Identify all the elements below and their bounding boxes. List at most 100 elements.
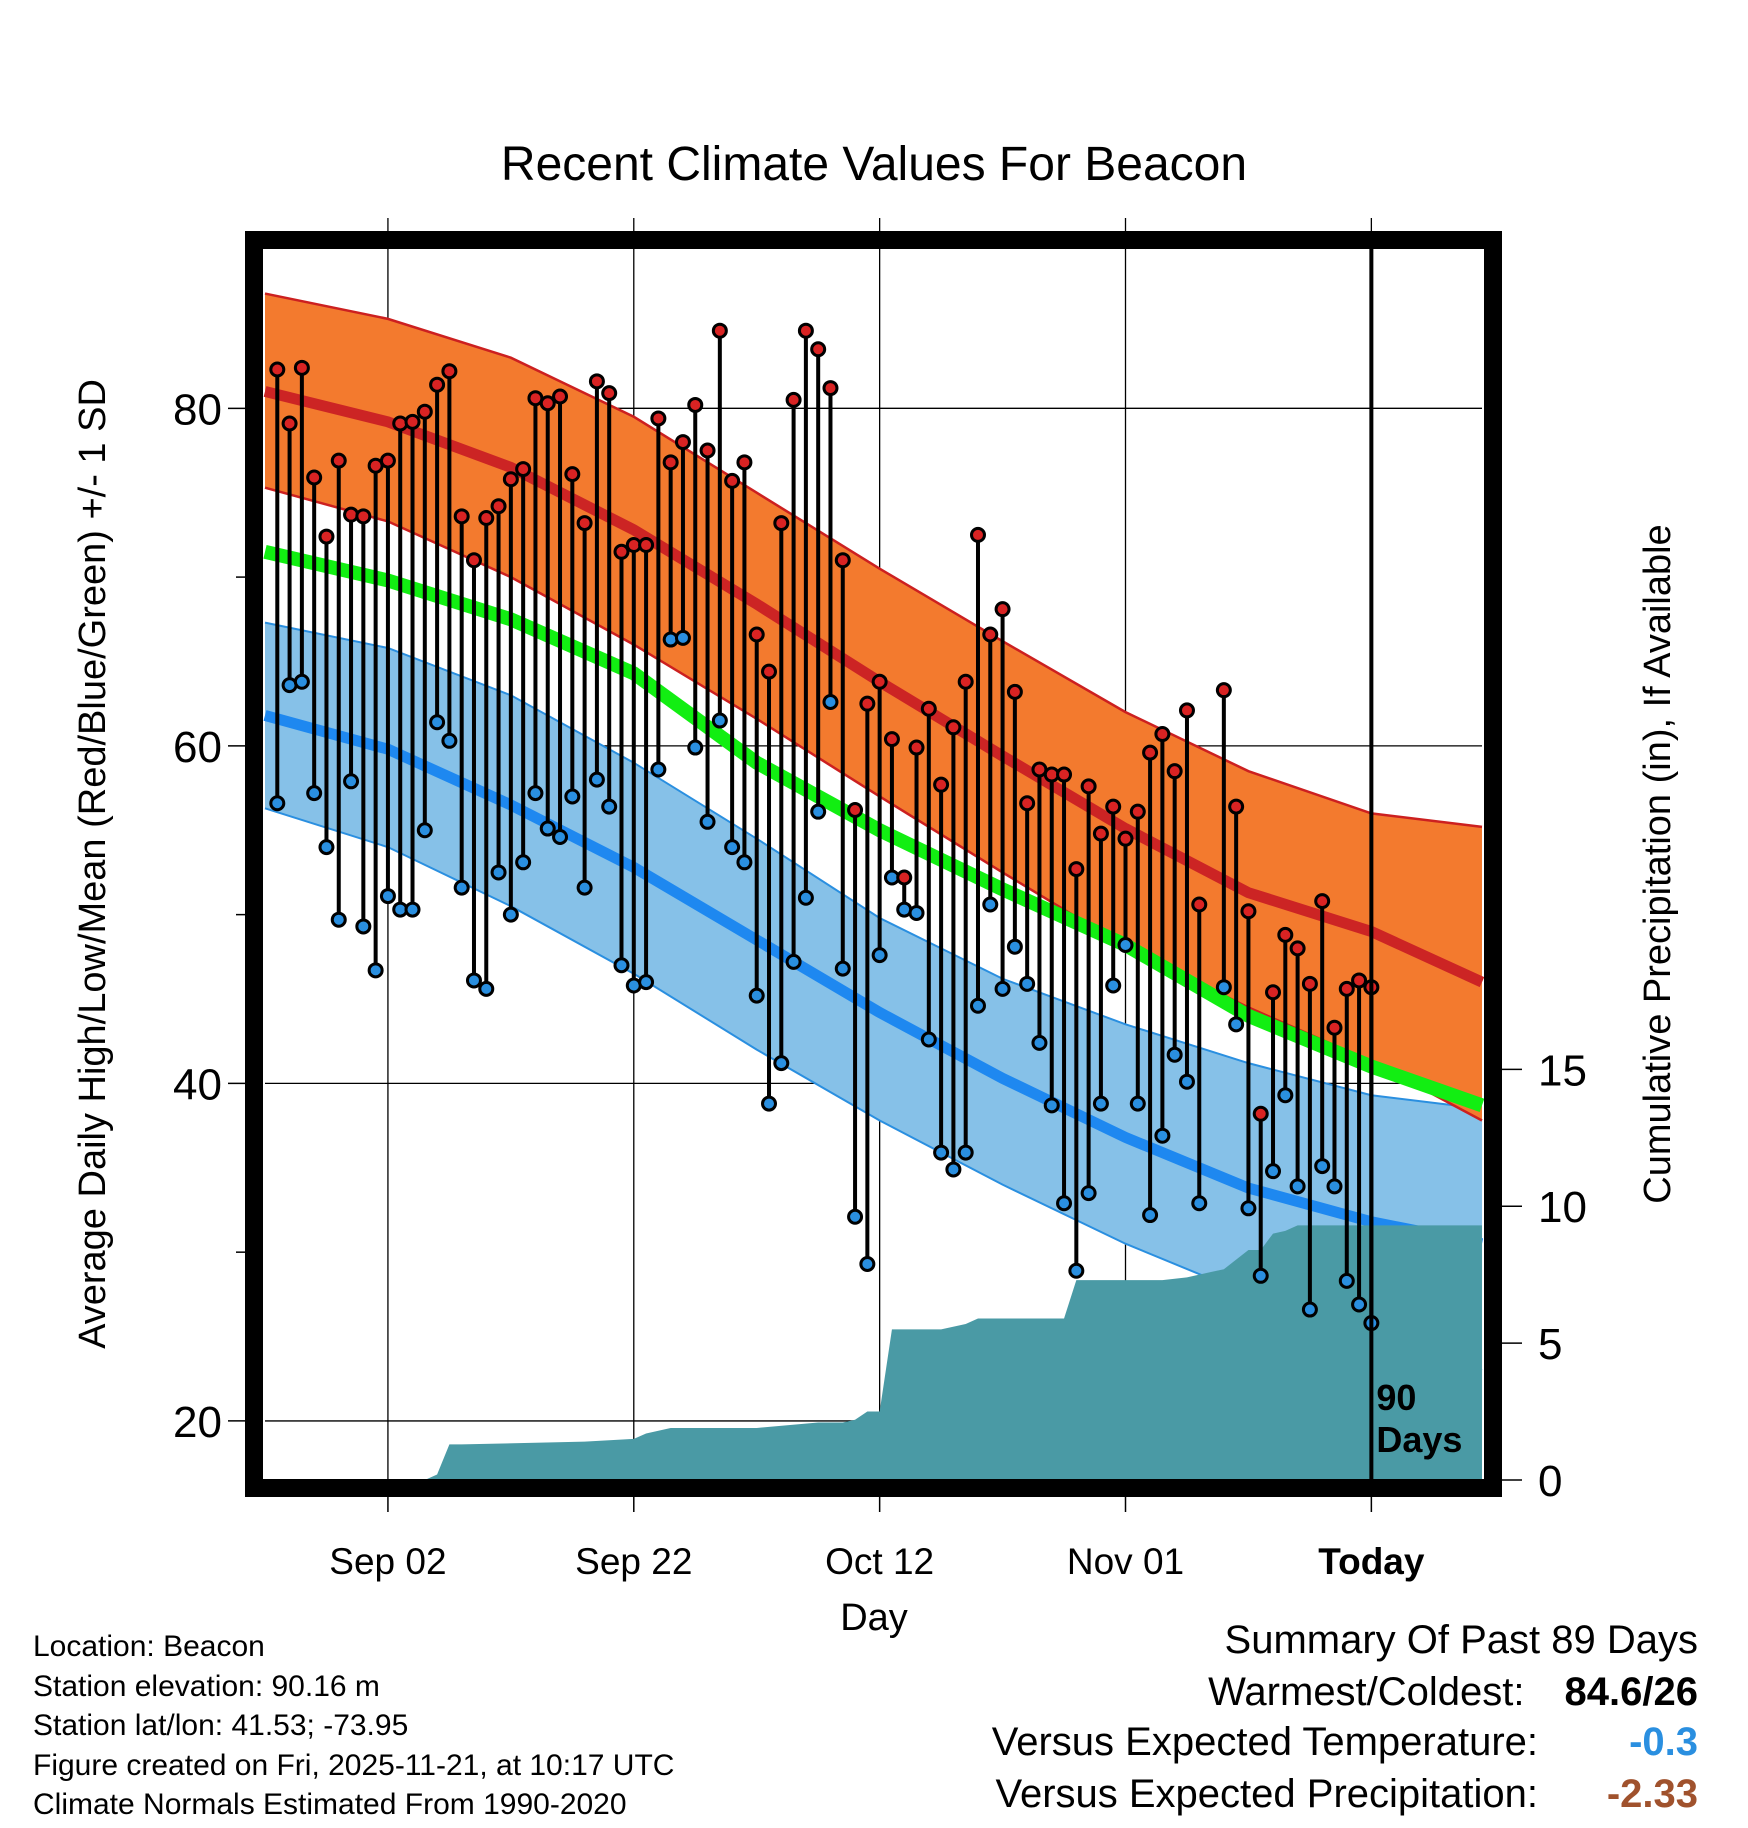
high-point <box>724 472 741 489</box>
low-point <box>613 957 630 974</box>
low-point <box>404 901 421 918</box>
high-point <box>1277 926 1294 943</box>
high-point <box>1228 798 1245 815</box>
high-point <box>1080 778 1097 795</box>
low-point <box>429 714 446 731</box>
low-point <box>1191 1195 1208 1212</box>
high-point <box>920 700 937 717</box>
low-point <box>1338 1272 1355 1289</box>
precipitation-area <box>265 1225 1482 1480</box>
high-point <box>797 322 814 339</box>
low-point <box>969 997 986 1014</box>
high-point <box>1289 940 1306 957</box>
low-point <box>1240 1200 1257 1217</box>
low-point <box>724 839 741 856</box>
y-tick-label: 20 <box>173 1398 222 1447</box>
high-point <box>576 515 593 532</box>
high-point <box>330 452 347 469</box>
low-point <box>1228 1016 1245 1033</box>
high-point <box>1129 803 1146 820</box>
high-point <box>834 552 851 569</box>
low-point <box>847 1208 864 1225</box>
daily-points <box>269 322 1380 1332</box>
low-point <box>1080 1185 1097 1202</box>
high-point <box>1326 1019 1343 1036</box>
summary-warmest-label: Warmest/Coldest: <box>1208 1670 1525 1714</box>
low-point <box>994 980 1011 997</box>
high-point <box>1056 766 1073 783</box>
high-point <box>1215 682 1232 699</box>
high-point <box>1265 984 1282 1001</box>
normal-low-line <box>263 710 1484 1250</box>
high-point <box>1117 830 1134 847</box>
low-point <box>269 795 286 812</box>
high-point <box>982 626 999 643</box>
high-point <box>1178 702 1195 719</box>
high-point <box>564 466 581 483</box>
low-point <box>478 980 495 997</box>
low-point <box>945 1161 962 1178</box>
x-tick-label: Sep 02 <box>329 1541 446 1582</box>
high-point <box>1019 795 1036 812</box>
low-point <box>797 889 814 906</box>
low-sd-band <box>265 622 1482 1371</box>
low-point <box>1301 1301 1318 1318</box>
y-right-tick-label: 10 <box>1538 1183 1587 1232</box>
high-point <box>1252 1105 1269 1122</box>
low-point <box>908 904 925 921</box>
low-point <box>318 839 335 856</box>
high-point <box>1105 798 1122 815</box>
low-point <box>564 788 581 805</box>
high-point <box>478 510 495 527</box>
low-point <box>1056 1195 1073 1212</box>
summary-temp-label: Versus Expected Temperature: <box>991 1720 1538 1764</box>
high-point <box>613 543 630 560</box>
high-point <box>896 869 913 886</box>
high-point <box>810 341 827 358</box>
x-tick-label: Nov 01 <box>1067 1541 1184 1582</box>
high-point <box>1338 980 1355 997</box>
low-point <box>1031 1034 1048 1051</box>
low-point <box>1314 1158 1331 1175</box>
summary-precip-label: Versus Expected Precipitation: <box>995 1772 1538 1816</box>
high-point <box>539 395 556 412</box>
low-point <box>674 629 691 646</box>
low-point <box>957 1144 974 1161</box>
low-point <box>453 879 470 896</box>
y-tick-label: 40 <box>173 1060 222 1109</box>
low-point <box>1142 1207 1159 1224</box>
summary-temp-value: -0.3 <box>1629 1720 1698 1764</box>
low-point <box>1043 1097 1060 1114</box>
low-point <box>355 918 372 935</box>
high-point <box>404 413 421 430</box>
high-point <box>1006 683 1023 700</box>
low-point <box>1092 1095 1109 1112</box>
high-point <box>871 673 888 690</box>
low-point <box>1006 938 1023 955</box>
high-point <box>638 537 655 554</box>
low-point <box>330 911 347 928</box>
low-point <box>933 1144 950 1161</box>
high-point <box>441 363 458 380</box>
high-point <box>847 801 864 818</box>
low-point <box>1252 1267 1269 1284</box>
today-days-count: 90 <box>1376 1377 1416 1418</box>
high-point <box>908 739 925 756</box>
high-point <box>748 626 765 643</box>
summary-warmest-row: Warmest/Coldest: 84.6/26 <box>1208 1670 1698 1715</box>
footer-elevation: Station elevation: 90.16 m <box>33 1670 380 1703</box>
low-point <box>761 1095 778 1112</box>
low-point <box>859 1255 876 1272</box>
high-point <box>306 469 323 486</box>
high-point <box>293 359 310 376</box>
y-axis-right-label: Cumulative Precipitation (in), If Availa… <box>1637 524 1679 1203</box>
high-point <box>859 695 876 712</box>
high-point <box>650 410 667 427</box>
plot-frame <box>245 231 1502 1497</box>
footer-location: Location: Beacon <box>33 1630 265 1663</box>
low-point <box>490 864 507 881</box>
low-point <box>367 962 384 979</box>
x-tick-label: Oct 12 <box>825 1541 934 1582</box>
